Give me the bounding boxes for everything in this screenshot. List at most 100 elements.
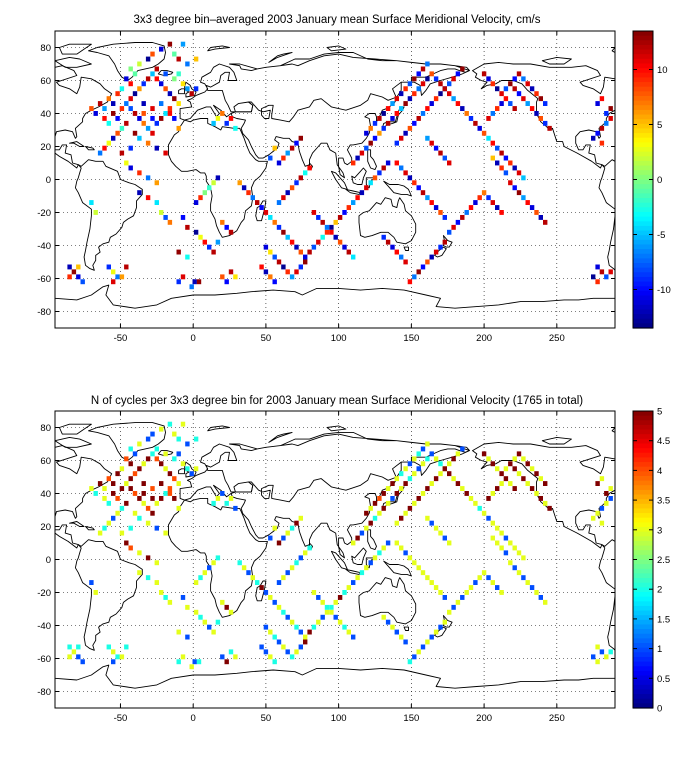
colorbar-segment (633, 466, 653, 472)
coastline (367, 149, 377, 171)
data-cell (451, 224, 456, 230)
colorbar-segment (633, 156, 653, 162)
data-cell (311, 624, 317, 630)
data-cell (111, 481, 116, 486)
data-cell (425, 61, 430, 67)
data-cell (150, 486, 155, 491)
data-cell (263, 269, 269, 275)
data-cell (272, 145, 277, 151)
data-cell (176, 101, 181, 106)
colorbar-segment (633, 170, 653, 176)
data-cell (93, 491, 98, 496)
data-cell (294, 649, 299, 655)
data-cell (176, 56, 181, 62)
data-cell (137, 515, 142, 521)
colorbar-segment (633, 184, 653, 190)
data-cell (503, 155, 509, 161)
data-cell (215, 555, 221, 561)
data-cell (416, 565, 421, 571)
data-cell (106, 264, 111, 270)
data-cell (268, 629, 273, 635)
data-cell (473, 500, 478, 506)
data-cell (377, 510, 382, 516)
data-cell (128, 461, 133, 467)
data-cell (359, 570, 365, 576)
x-tick-label: 0 (191, 333, 196, 344)
data-cell (76, 264, 81, 270)
data-cell (416, 86, 421, 92)
data-cell (185, 61, 190, 67)
data-cell (167, 421, 173, 427)
data-cell (525, 580, 530, 585)
coastline (434, 246, 447, 258)
data-cell (464, 210, 469, 215)
data-cell (490, 200, 495, 205)
data-cell (124, 264, 129, 270)
data-cell (512, 565, 517, 571)
data-cell (106, 120, 111, 126)
data-cell (220, 219, 225, 225)
data-cell (132, 111, 138, 116)
y-tick-label: -60 (37, 274, 51, 285)
data-cell (167, 41, 173, 47)
data-cell (268, 654, 273, 660)
data-cell (180, 81, 186, 87)
data-cell (529, 86, 535, 92)
colorbar-segment (633, 475, 653, 482)
data-cell (89, 200, 94, 205)
data-cell (193, 609, 199, 615)
data-cell (202, 619, 207, 625)
data-cell (268, 595, 273, 600)
colorbar-segment (633, 77, 653, 83)
data-cell (154, 525, 159, 531)
data-cell (132, 451, 138, 457)
data-cell (106, 644, 111, 650)
data-cell (381, 545, 386, 551)
data-cell (433, 249, 439, 255)
data-cell (534, 111, 539, 116)
data-cell (499, 165, 504, 171)
y-tick-label: 20 (40, 142, 51, 153)
data-cell (172, 431, 177, 437)
coastline (58, 43, 92, 55)
colorbar-segment (633, 267, 653, 273)
data-cell (167, 106, 173, 111)
data-cell (355, 195, 360, 201)
data-cell (372, 135, 378, 141)
data-cell (381, 111, 386, 116)
data-cell (342, 624, 347, 630)
y-tick-label: -60 (37, 654, 51, 665)
colorbar-segment (633, 179, 653, 185)
data-cell (508, 180, 513, 186)
data-cell (429, 634, 434, 640)
data-cell (154, 446, 159, 452)
data-cell (207, 185, 212, 191)
coastline-wrap (598, 159, 616, 271)
data-cell (198, 614, 203, 620)
data-cell (538, 215, 543, 220)
data-cell (416, 269, 421, 275)
data-cell (228, 609, 234, 615)
data-cell (372, 515, 378, 521)
data-cell (303, 634, 308, 640)
coastline (403, 246, 409, 251)
data-cell (276, 200, 282, 205)
data-cell (425, 106, 430, 111)
cycles-colorbar: 5 4.5 4 3.5 3 2.5 2 1.5 1 0.5 0 (632, 407, 670, 715)
colorbar-segment (633, 225, 653, 232)
data-cell (342, 244, 347, 250)
coastline (168, 118, 268, 238)
data-cell (193, 200, 199, 205)
data-cell (355, 155, 360, 161)
data-cell (608, 106, 613, 111)
data-cell (503, 86, 509, 92)
colorbar-segment (633, 235, 653, 241)
colorbar-segment (633, 221, 653, 227)
data-cell (451, 96, 456, 102)
data-cell (433, 629, 439, 635)
data-cell (228, 269, 234, 275)
coastline (229, 431, 470, 559)
data-cell (220, 491, 225, 496)
data-cell (150, 510, 155, 516)
data-cell (477, 195, 482, 201)
